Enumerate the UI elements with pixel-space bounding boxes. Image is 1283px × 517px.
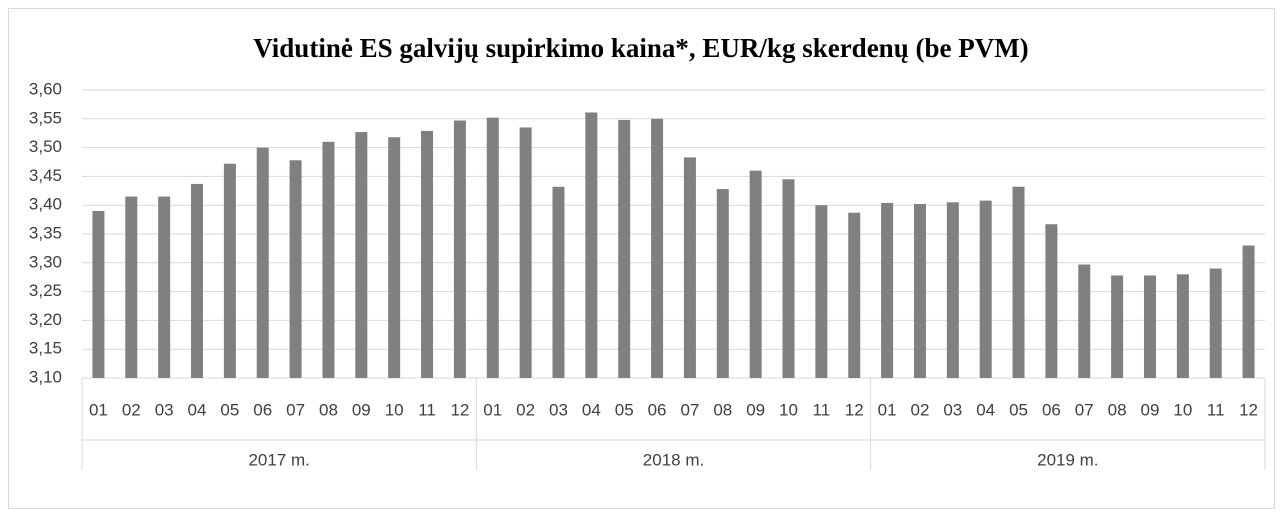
bar: [223, 163, 236, 378]
bar: [585, 112, 598, 379]
x-tick-label: 10: [385, 400, 404, 419]
bar: [421, 130, 434, 378]
bar: [683, 157, 696, 378]
x-tick-label: 06: [1042, 400, 1061, 419]
y-tick-label: 3,30: [29, 252, 62, 271]
x-tick-label: 09: [352, 400, 371, 419]
bar: [1242, 245, 1255, 378]
x-tick-label: 01: [89, 400, 108, 419]
bar: [1078, 264, 1091, 378]
bar: [782, 179, 795, 378]
x-tick-label: 09: [1141, 400, 1160, 419]
x-tick-label: 11: [813, 400, 831, 419]
group-label: 2019 m.: [1037, 450, 1098, 469]
y-tick-label: 3,60: [29, 79, 62, 98]
bar: [92, 210, 105, 378]
bar: [815, 205, 828, 378]
x-tick-label: 05: [1009, 400, 1028, 419]
bar: [1143, 275, 1156, 378]
y-tick-label: 3,10: [29, 367, 62, 386]
y-tick-label: 3,40: [29, 195, 62, 214]
x-tick-label: 06: [648, 400, 667, 419]
x-tick-label: 10: [1173, 400, 1192, 419]
x-tick-label: 02: [122, 400, 141, 419]
bar: [1176, 274, 1189, 378]
x-tick-label: 08: [1108, 400, 1127, 419]
x-tick-label: 07: [680, 400, 699, 419]
x-tick-label: 08: [319, 400, 338, 419]
bar: [1111, 275, 1124, 378]
x-tick-label: 03: [549, 400, 568, 419]
bar: [749, 170, 762, 378]
x-tick-label: 09: [746, 400, 765, 419]
x-tick-label: 04: [188, 400, 207, 419]
x-tick-label: 11: [418, 400, 436, 419]
y-tick-label: 3,20: [29, 310, 62, 329]
x-tick-label: 12: [450, 400, 469, 419]
bar: [158, 196, 171, 378]
bar: [618, 119, 631, 379]
y-tick-label: 3,25: [29, 281, 62, 300]
x-tick-label: 04: [582, 400, 601, 419]
x-tick-label: 01: [483, 400, 502, 419]
y-tick-label: 3,35: [29, 223, 62, 242]
x-tick-label: 12: [1239, 400, 1258, 419]
bar: [256, 147, 269, 378]
x-tick-label: 11: [1207, 400, 1225, 419]
x-tick-label: 08: [713, 400, 732, 419]
bar: [1045, 224, 1058, 378]
y-tick-label: 3,50: [29, 137, 62, 156]
bar: [946, 202, 959, 378]
bar: [519, 127, 532, 378]
y-tick-label: 3,45: [29, 166, 62, 185]
chart-border: [8, 8, 1275, 509]
x-tick-label: 04: [976, 400, 995, 419]
bar: [486, 117, 499, 378]
bar: [913, 204, 926, 378]
x-tick-label: 05: [220, 400, 239, 419]
y-tick-label: 3,55: [29, 108, 62, 127]
x-tick-label: 01: [878, 400, 897, 419]
x-tick-label: 02: [910, 400, 929, 419]
bar: [1012, 186, 1025, 378]
bar: [191, 183, 204, 378]
x-tick-label: 12: [845, 400, 864, 419]
bar: [388, 137, 401, 378]
bar: [322, 141, 335, 378]
group-label: 2018 m.: [643, 450, 704, 469]
x-tick-label: 07: [1075, 400, 1094, 419]
x-tick-label: 07: [286, 400, 305, 419]
group-label: 2017 m.: [248, 450, 309, 469]
bar: [289, 160, 302, 378]
bar: [355, 132, 368, 378]
x-tick-label: 02: [516, 400, 535, 419]
bar: [552, 186, 565, 378]
x-tick-label: 10: [779, 400, 798, 419]
x-tick-label: 03: [155, 400, 174, 419]
bar: [125, 196, 138, 378]
bar: [848, 212, 861, 378]
bar: [1209, 268, 1222, 378]
x-tick-label: 03: [943, 400, 962, 419]
bar: [881, 202, 894, 378]
bar: [979, 200, 992, 378]
bar: [453, 120, 466, 378]
bar: [651, 118, 664, 379]
chart-title: Vidutinė ES galvijų supirkimo kaina*, EU…: [253, 33, 1028, 63]
y-tick-label: 3,15: [29, 339, 62, 358]
x-tick-label: 06: [253, 400, 272, 419]
bar: [716, 189, 729, 378]
x-tick-label: 05: [615, 400, 634, 419]
